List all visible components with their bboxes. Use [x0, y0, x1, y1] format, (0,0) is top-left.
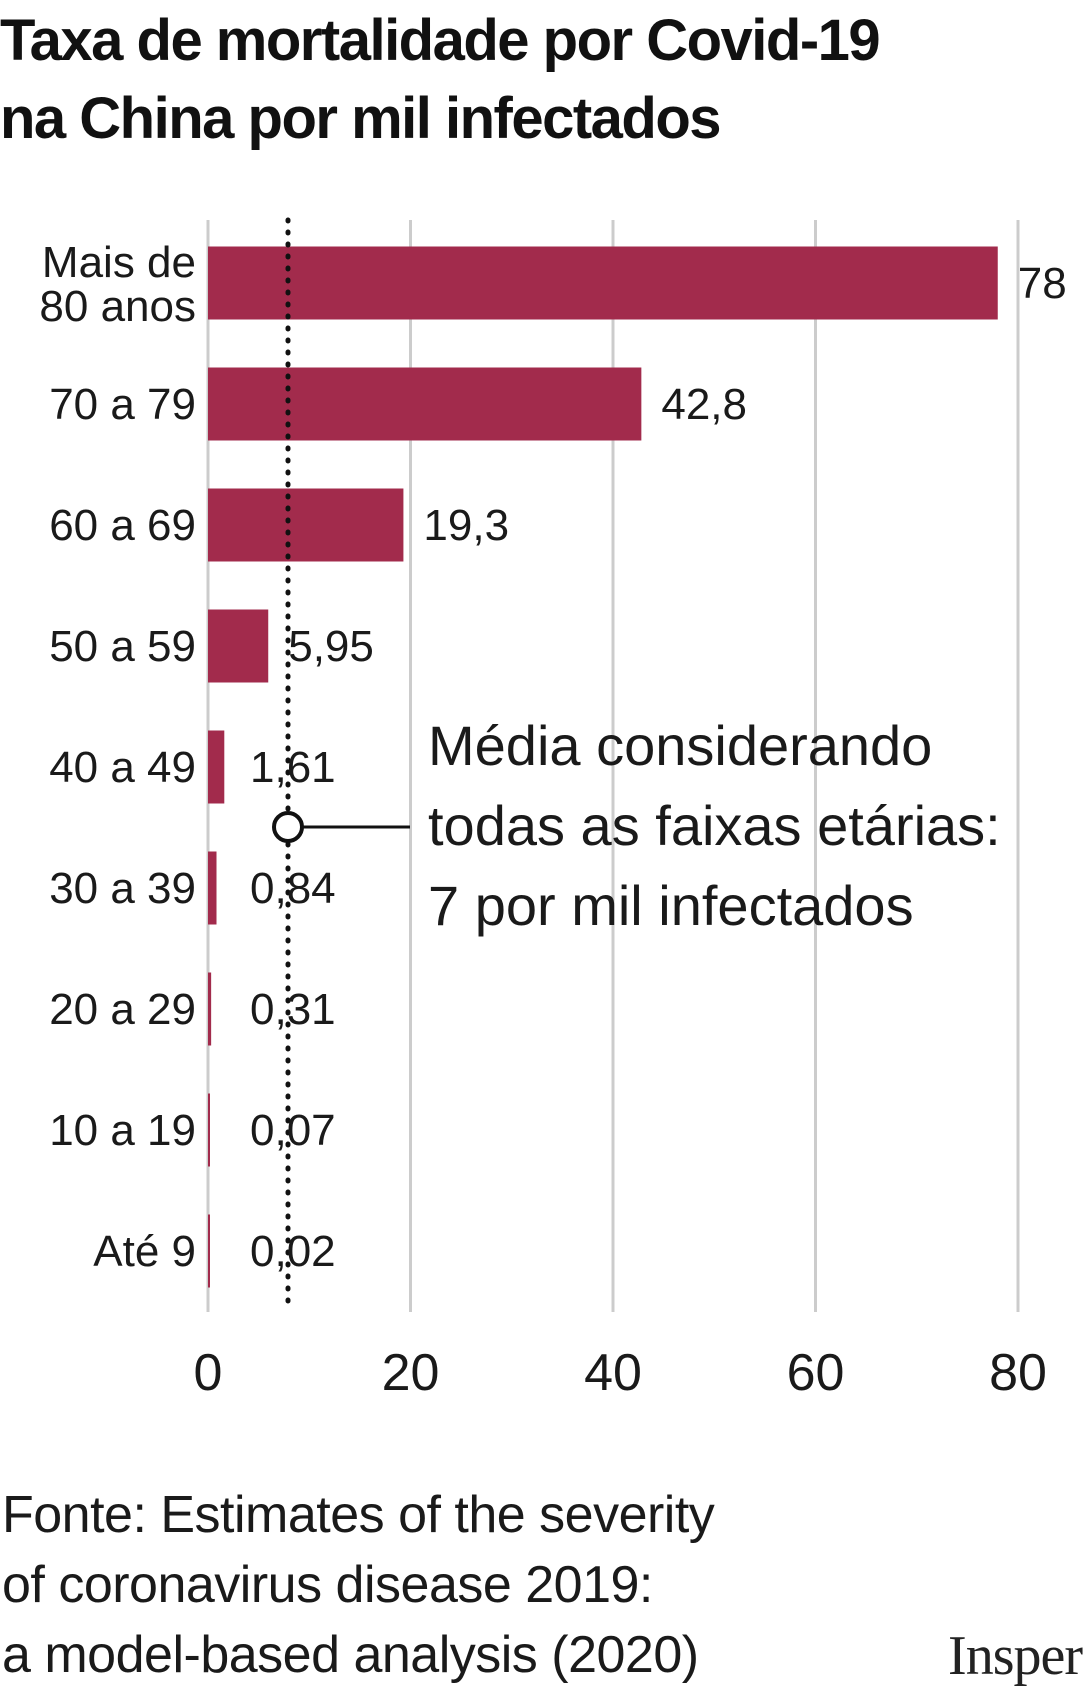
category-label-2: 60 a 69 — [49, 501, 196, 550]
category-label-line: 50 a 59 — [49, 622, 196, 671]
category-label-4: 40 a 49 — [49, 743, 196, 792]
bar-4 — [208, 730, 225, 804]
value-label-3: 5,95 — [288, 622, 374, 671]
source-line-2: of coronavirus disease 2019: — [2, 1556, 653, 1614]
chart-title: Taxa de mortalidade por Covid-19 na Chin… — [0, 2, 1084, 158]
labels: Mais de 80 anos 78 70 a 79 42,8 60 a 69 19,3 50… — [39, 238, 1066, 1276]
bar-8 — [208, 1214, 210, 1288]
value-label-6: 0,31 — [250, 985, 336, 1034]
category-label-line: Até 9 — [93, 1227, 196, 1276]
x-axis-ticks: 0 20 40 60 80 — [194, 1344, 1047, 1400]
category-label-7: 10 a 19 — [49, 1106, 196, 1155]
value-label-1: 42,8 — [661, 380, 747, 429]
value-label-4: 1,61 — [250, 743, 336, 792]
category-label-line: 10 a 19 — [49, 1106, 196, 1155]
bar-1 — [208, 367, 642, 441]
value-label-2: 19,3 — [423, 501, 509, 550]
average-annotation-line: Média considerando — [428, 714, 932, 777]
x-tick-label-80: 80 — [989, 1344, 1047, 1400]
source-line-1: Fonte: Estimates of the severity — [2, 1486, 715, 1544]
chart-title-line-1: Taxa de mortalidade por Covid-19 — [0, 8, 881, 73]
average-annotation-line: todas as faixas etárias: — [428, 794, 1001, 857]
category-label-3: 50 a 59 — [49, 622, 196, 671]
bar-5 — [208, 851, 217, 925]
category-label-0: Mais de 80 anos — [39, 238, 196, 331]
x-tick-label-60: 60 — [787, 1344, 845, 1400]
bar-7 — [208, 1093, 210, 1167]
category-label-8: Até 9 — [93, 1227, 196, 1276]
category-label-5: 30 a 39 — [49, 864, 196, 913]
average-reference: Média considerando todas as faixas etária… — [272, 217, 1001, 1315]
average-marker-circle — [272, 811, 304, 843]
category-label-1: 70 a 79 — [49, 380, 196, 429]
x-tick-label-0: 0 — [194, 1344, 223, 1400]
x-tick-label-20: 20 — [382, 1344, 440, 1400]
insper-logo: Insper — [948, 1625, 1083, 1687]
category-label-line: 20 a 29 — [49, 985, 196, 1034]
value-label-8: 0,02 — [250, 1227, 336, 1276]
bar-6 — [208, 972, 212, 1046]
category-label-line: Mais de — [42, 238, 196, 287]
value-label-5: 0,84 — [250, 864, 336, 913]
average-annotation-line: 7 por mil infectados — [428, 874, 914, 937]
source-line-3: a model-based analysis (2020) — [2, 1626, 699, 1684]
average-annotation: Média considerando todas as faixas etária… — [428, 714, 1001, 937]
x-tick-label-40: 40 — [584, 1344, 642, 1400]
source-note: Fonte: Estimates of the severity of coro… — [2, 1480, 822, 1690]
mortality-bar-chart: Média considerando todas as faixas etária… — [39, 217, 1067, 1400]
category-label-line: 70 a 79 — [49, 380, 196, 429]
value-label-0: 78 — [1018, 259, 1067, 308]
bars — [208, 246, 998, 1288]
category-label-line: 40 a 49 — [49, 743, 196, 792]
value-label-7: 0,07 — [250, 1106, 336, 1155]
bar-0 — [208, 246, 998, 320]
category-label-6: 20 a 29 — [49, 985, 196, 1034]
category-label-line: 80 anos — [39, 282, 196, 331]
bar-3 — [208, 609, 269, 683]
category-label-line: 60 a 69 — [49, 501, 196, 550]
category-label-line: 30 a 39 — [49, 864, 196, 913]
bar-2 — [208, 488, 404, 562]
chart-title-line-2: na China por mil infectados — [0, 86, 722, 151]
